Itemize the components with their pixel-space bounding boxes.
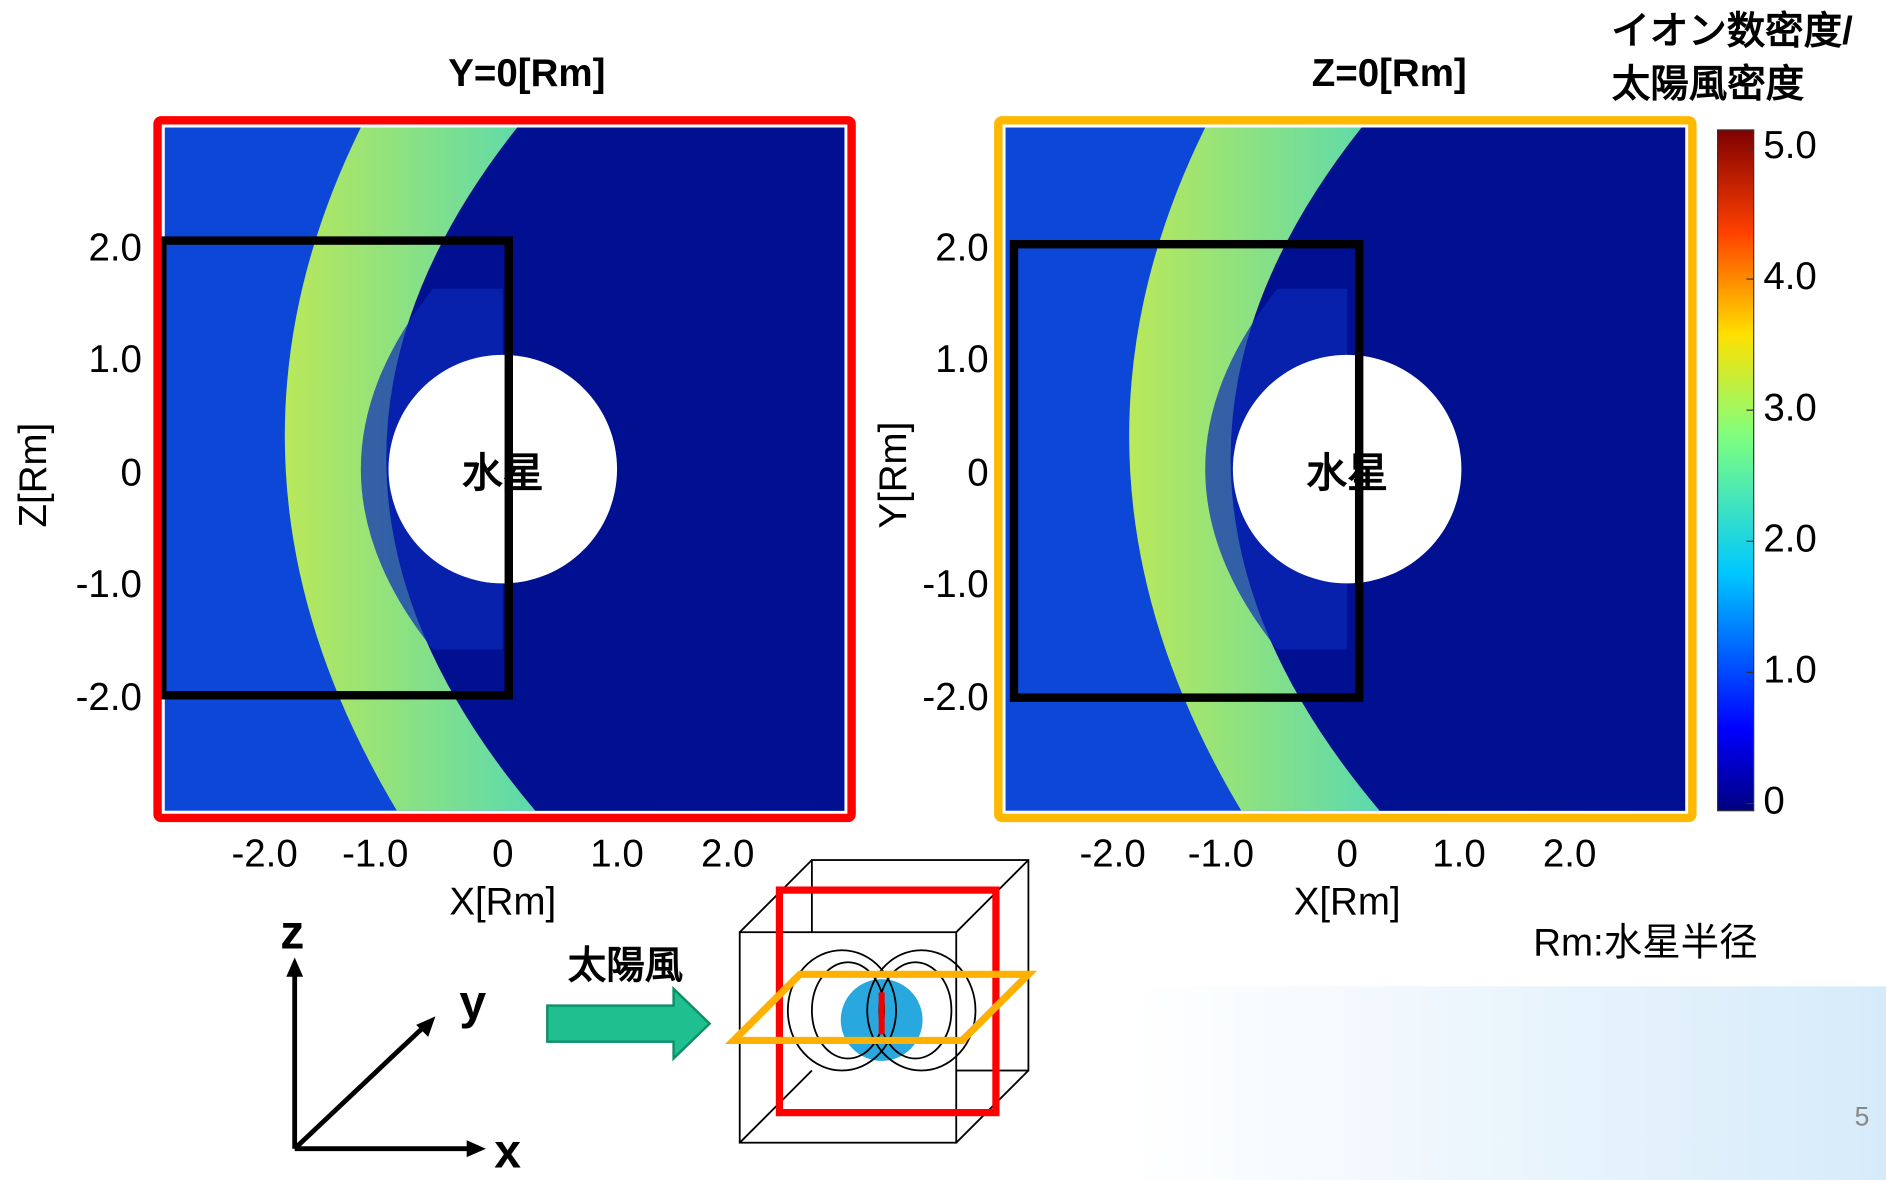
x-tick-label: -2.0 [231,833,297,876]
panel-title: Z=0[Rm] [1312,52,1467,95]
y-tick-label: -1.0 [76,563,142,606]
y-tick-label: -1.0 [922,563,988,606]
planet-label: 水星 [1306,450,1388,496]
background-gradient [1131,986,1886,1180]
panel-title: Y=0[Rm] [448,52,605,95]
x-tick-label: 0 [1336,833,1357,876]
x-tick-label: 1.0 [590,833,643,876]
x-tick-label: 2.0 [701,833,754,876]
y-axis-label: Z[Rm] [12,423,55,528]
x-tick-label: 0 [492,833,513,876]
colorbar-tick-label: 4.0 [1763,255,1816,298]
panels: 水星 Y=0[Rm] 2.0 1.0 0 -1.0 -2.0 -2.0 -1.0 0 1.0 2.0 X… [12,52,1692,924]
axis-x: x [494,1124,521,1178]
axis-z: z [280,906,304,960]
colorbar-tick-label: 2.0 [1763,517,1816,560]
colorbar-tick-label: 1.0 [1763,649,1816,692]
colorbar [1718,130,1754,811]
x-tick-label: -1.0 [1188,833,1254,876]
colorbar-tick-label: 5.0 [1763,124,1816,167]
y-tick-label: 0 [121,451,142,494]
slide: 水星 Y=0[Rm] 2.0 1.0 0 -1.0 -2.0 -2.0 -1.0 0 1.0 2.0 X… [0,0,1886,1180]
y-axis-label: Y[Rm] [872,422,915,529]
x-tick-label: -1.0 [342,833,408,876]
y-tick-label: 1.0 [935,338,988,381]
colorbar-title: イオン数密度/ [1611,9,1853,53]
y-tick-label: 1.0 [88,338,141,381]
x-tick-label: 2.0 [1543,833,1596,876]
y-tick-label: -2.0 [922,676,988,719]
solar-wind-arrow [547,989,709,1059]
page-number: 5 [1855,1102,1870,1132]
axes-diagram [286,957,486,1157]
x-axis-label: X[Rm] [449,881,556,924]
planet-label: 水星 [462,450,544,496]
x-tick-label: 1.0 [1432,833,1485,876]
colorbar-ticks: 5.0 4.0 3.0 2.0 1.0 0 [1746,124,1816,823]
x-tick-label: -2.0 [1079,833,1145,876]
y-tick-label: 2.0 [935,226,988,269]
y-tick-label: 0 [967,451,988,494]
solar-wind-label: 太陽風 [568,944,683,987]
colorbar-title: 太陽風密度 [1612,62,1805,106]
note: Rm:水星半径 [1533,922,1757,965]
axis-y: y [459,975,486,1029]
y-tick-label: 2.0 [88,226,141,269]
colorbar-tick-label: 3.0 [1763,386,1816,429]
y-tick-label: -2.0 [76,676,142,719]
colorbar-tick-label: 0 [1763,780,1784,823]
x-axis-label: X[Rm] [1294,881,1401,924]
cube-diagram [734,860,1029,1143]
